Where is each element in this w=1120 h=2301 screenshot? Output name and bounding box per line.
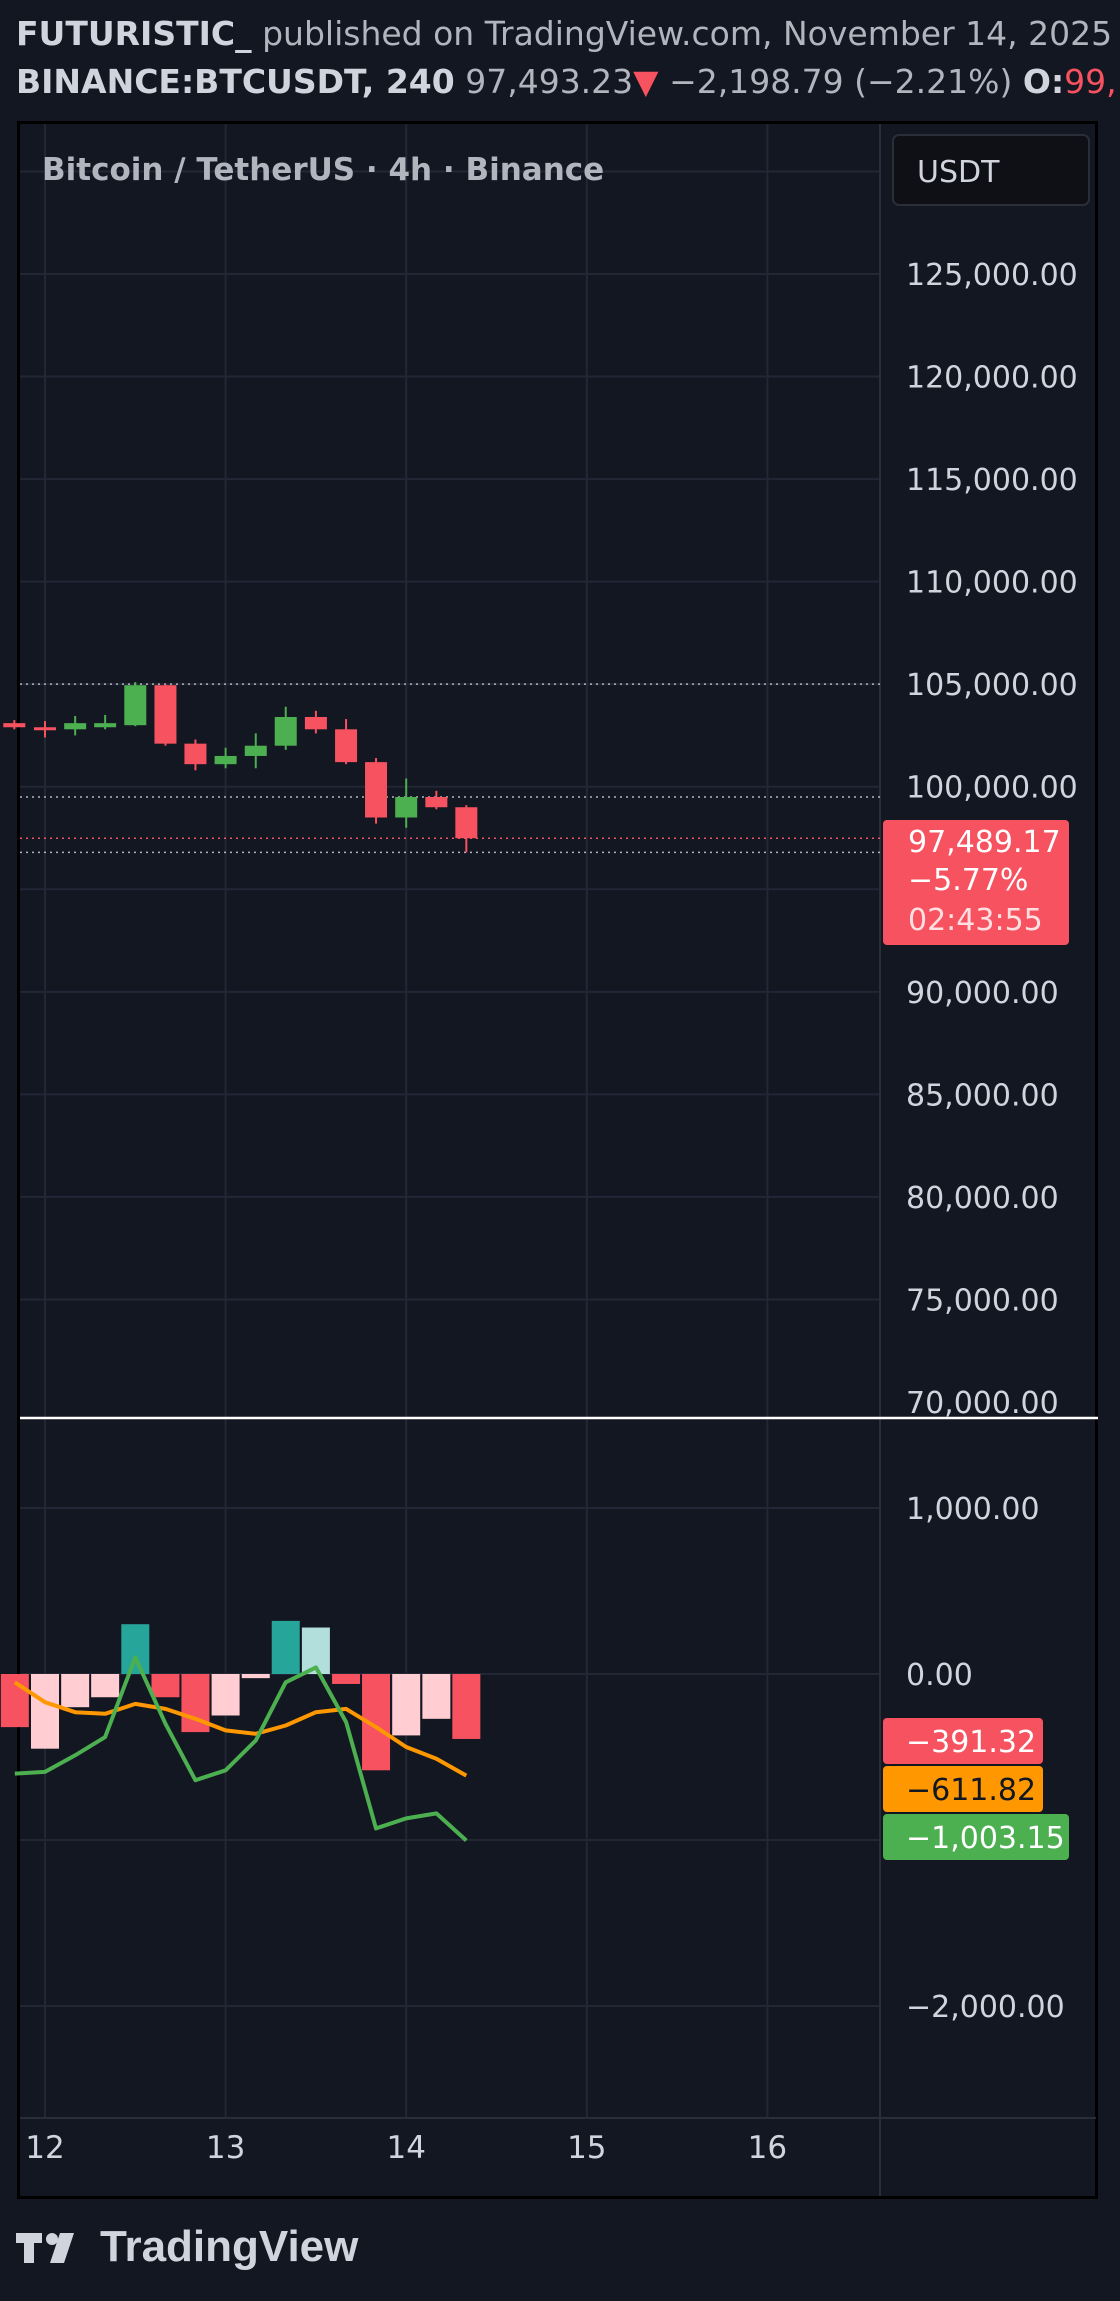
indicator-value-text: −611.82 [906, 1773, 1036, 1808]
candle-body [455, 807, 478, 839]
histogram-bar [0, 1674, 29, 1728]
histogram-bar [121, 1624, 150, 1674]
footer-branding: TradingView [16, 2222, 358, 2272]
candle-body [3, 723, 26, 728]
open-value: 99,139.3 [1064, 62, 1116, 101]
last-price: 97,493.23 [465, 62, 634, 101]
histogram-bar [61, 1674, 90, 1708]
candle-body [365, 762, 388, 818]
candle-body [335, 729, 358, 763]
time-tick-label: 14 [386, 2130, 425, 2166]
price-tick-label: 120,000.00 [906, 361, 1078, 396]
last-price-label [883, 820, 1069, 945]
histogram-bar [31, 1674, 59, 1749]
macd-line [14, 1655, 468, 1842]
author-name[interactable]: FUTURISTIC_ [16, 14, 252, 53]
indicator-tick-label: 0.00 [906, 1658, 973, 1693]
tradingview-logo-icon [16, 2233, 74, 2263]
indicator-value-label [883, 1766, 1043, 1812]
candle-body [425, 796, 448, 808]
candle-body [274, 716, 297, 746]
price-tick-label: 105,000.00 [906, 668, 1078, 703]
time-tick-label: 12 [25, 2130, 64, 2166]
price-tick-label: 85,000.00 [906, 1078, 1059, 1113]
candle-body [94, 723, 117, 728]
price-tick-label: 110,000.00 [906, 566, 1078, 601]
indicator-value-label [883, 1814, 1069, 1860]
price-tick-label: 70,000.00 [906, 1386, 1059, 1421]
indicator-value-text: −1,003.15 [906, 1821, 1065, 1856]
histogram-bar [422, 1674, 451, 1719]
currency-button[interactable] [892, 134, 1090, 206]
price-tick-label: 125,000.00 [906, 258, 1078, 293]
histogram-bar [392, 1674, 421, 1736]
indicator-tick-label: 1,000.00 [906, 1492, 1040, 1527]
price-tick-label: 80,000.00 [906, 1181, 1059, 1216]
open-label: O: [1022, 62, 1065, 101]
time-tick-label: 13 [206, 2130, 245, 2166]
last-price-change: −5.77% [908, 863, 1028, 898]
price-tick-label: 115,000.00 [906, 463, 1078, 498]
histogram-bar [91, 1674, 120, 1698]
signal-line [13, 1680, 468, 1778]
candle-body [64, 723, 87, 730]
time-tick-label: 16 [748, 2130, 787, 2166]
chart-header: FUTURISTIC_ published on TradingView.com… [16, 10, 1116, 106]
symbol-line: BINANCE:BTCUSDT, 240 97,493.23▼ −2,198.7… [16, 58, 1116, 106]
candle-body [124, 685, 147, 726]
brand-name: TradingView [100, 2222, 359, 2271]
candle-body [184, 743, 207, 765]
time-tick-label: 15 [567, 2130, 606, 2166]
indicator-tick-label: −2,000.00 [906, 1990, 1065, 2025]
chart-title: Bitcoin / TetherUS · 4h · Binance [42, 152, 604, 188]
currency-button-label: USDT [917, 155, 1000, 190]
chart-frame [17, 121, 1098, 2199]
histogram-bar [332, 1674, 361, 1684]
down-arrow-icon: ▼ [633, 62, 659, 101]
last-price-value: 97,489.17 [908, 825, 1061, 860]
histogram-bar [151, 1674, 180, 1698]
price-tick-label: 75,000.00 [906, 1283, 1059, 1318]
histogram-bar [211, 1674, 240, 1716]
candle-body [154, 685, 177, 744]
publish-line: FUTURISTIC_ published on TradingView.com… [16, 10, 1116, 58]
publish-info: published on TradingView.com, November 1… [262, 14, 1116, 53]
indicator-value-label [883, 1718, 1043, 1764]
price-tick-label: 90,000.00 [906, 976, 1059, 1011]
histogram-bar [452, 1674, 481, 1739]
candle-body [304, 716, 327, 730]
indicator-value-text: −391.32 [906, 1725, 1036, 1760]
candle-body [395, 796, 418, 818]
candle-body [244, 745, 267, 756]
price-tick-label: 100,000.00 [906, 771, 1078, 806]
price-change: −2,198.79 (−2.21%) [669, 62, 1013, 101]
histogram-bar [271, 1620, 300, 1674]
histogram-bar [241, 1674, 270, 1679]
candle-body [34, 727, 56, 731]
candle-body [214, 755, 237, 765]
symbol-name: BINANCE:BTCUSDT, 240 [16, 62, 455, 101]
bar-countdown: 02:43:55 [908, 903, 1043, 938]
